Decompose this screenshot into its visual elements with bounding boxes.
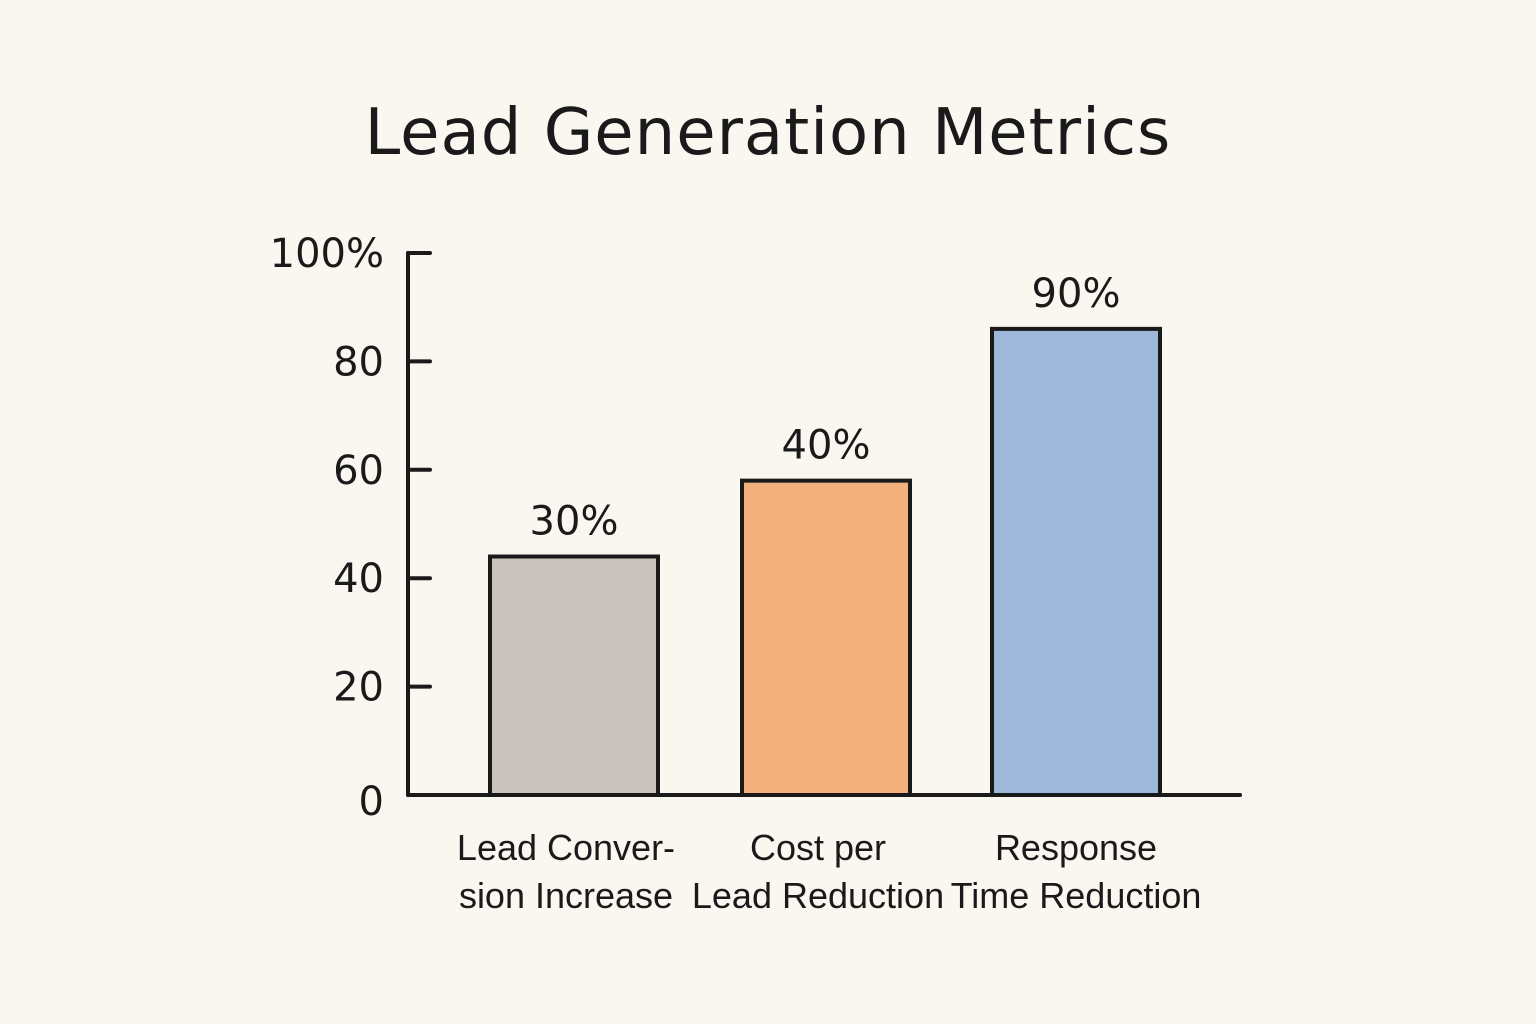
x-category-label: Lead Reduction [692, 875, 944, 916]
bar-value-label: 30% [530, 499, 619, 545]
y-tick-label: 100% [270, 231, 384, 277]
x-category-label: Time Reduction [951, 875, 1202, 916]
y-tick-label: 80 [333, 339, 384, 385]
x-category-label: Response [995, 827, 1157, 868]
bar [990, 326, 1162, 797]
y-tick-label: 0 [359, 779, 384, 825]
y-tick-label: 40 [333, 556, 384, 602]
x-category-label: sion Increase [459, 875, 673, 916]
bar-value-label: 40% [782, 423, 871, 469]
bar-value-label: 90% [1032, 271, 1121, 317]
chart-title: Lead Generation Metrics [364, 96, 1172, 170]
y-tick-label: 60 [333, 448, 384, 494]
x-category-label: Cost per [750, 827, 886, 868]
bars: 30% 40% 90% [488, 271, 1162, 798]
x-axis: Lead Conver-sion Increase Cost per Lead Re… [406, 793, 1242, 916]
y-tick-label: 20 [333, 665, 384, 711]
bar [740, 478, 912, 797]
bar [488, 554, 660, 798]
y-axis: 0 20 40 60 80 100% [270, 231, 432, 825]
x-category-label: Lead Conver- [457, 827, 675, 868]
